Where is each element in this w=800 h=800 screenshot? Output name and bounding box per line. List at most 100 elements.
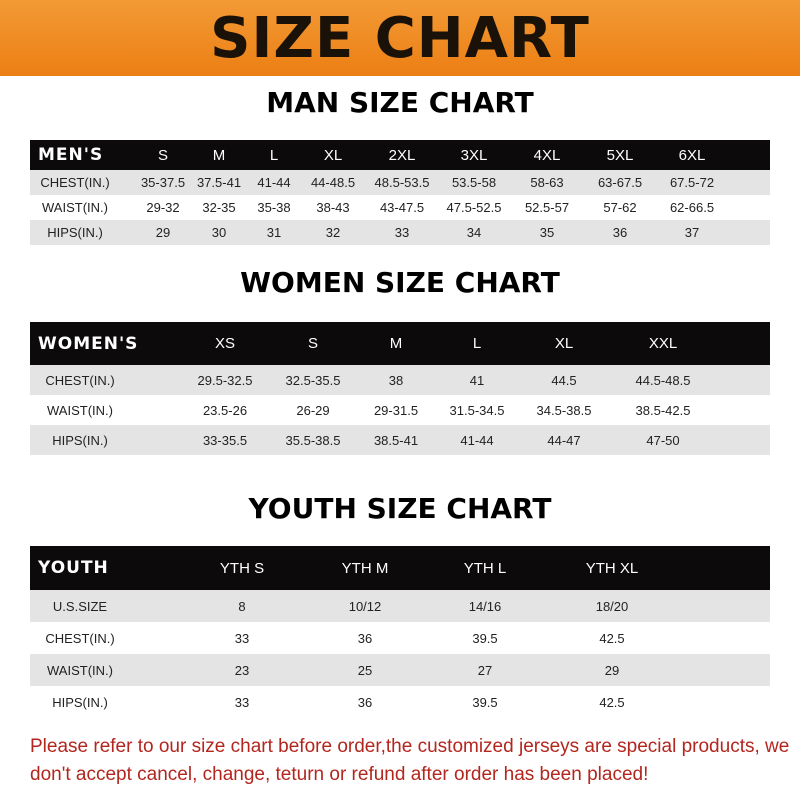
table-cell: 32-35 bbox=[202, 200, 236, 215]
men-section-title: MAN SIZE CHART bbox=[266, 86, 534, 119]
size-header-cell: 6XL bbox=[678, 146, 706, 164]
size-header-cell: XL bbox=[323, 146, 343, 164]
table-cell: 47-50 bbox=[646, 432, 680, 448]
table-cell: 42.5 bbox=[599, 694, 625, 710]
table-cell: 33 bbox=[234, 694, 250, 710]
table-row: WAIST(IN.) 29-32 32-35 35-38 38-43 43-47.5 47.… bbox=[30, 195, 770, 220]
size-header-cell: XL bbox=[554, 335, 574, 352]
table-row: HIPS(IN.) 29 30 31 32 33 34 35 36 37 bbox=[30, 220, 770, 245]
men-size-table: MEN'S S M L XL 2XL 3XL 4XL 5XL 6XL CHEST(IN.) 35-37… bbox=[30, 140, 770, 245]
table-cell: 32.5-35.5 bbox=[285, 372, 341, 388]
table-cell: 25 bbox=[357, 662, 373, 678]
size-header-cell: YTH M bbox=[341, 559, 389, 577]
table-cell: 32 bbox=[325, 225, 341, 240]
table-cell: 63-67.5 bbox=[597, 175, 643, 190]
table-cell: 18/20 bbox=[595, 598, 629, 614]
size-chart-banner: SIZE CHART bbox=[0, 0, 800, 76]
table-cell: 39.5 bbox=[472, 630, 498, 646]
size-header-cell: XXL bbox=[648, 335, 678, 352]
size-header-cell: 3XL bbox=[460, 146, 488, 164]
size-header-cell: YTH XL bbox=[585, 559, 639, 577]
size-header-cell: YTH L bbox=[463, 559, 507, 577]
table-cell: 29 bbox=[155, 225, 171, 240]
table-cell: 35-37.5 bbox=[140, 175, 186, 190]
row-label: CHEST(IN.) bbox=[45, 630, 115, 646]
size-header-cell: L bbox=[472, 335, 482, 352]
table-title-cell: WOMEN'S bbox=[38, 333, 139, 354]
banner-title: SIZE CHART bbox=[210, 5, 590, 71]
table-cell: 35 bbox=[539, 225, 555, 240]
table-cell: 38 bbox=[388, 372, 404, 388]
table-cell: 23 bbox=[234, 662, 250, 678]
table-cell: 44.5 bbox=[551, 372, 577, 388]
size-header-cell: S bbox=[157, 146, 169, 164]
size-header-cell: M bbox=[212, 146, 226, 164]
row-label: WAIST(IN.) bbox=[47, 402, 113, 418]
table-cell: 53.5-58 bbox=[451, 175, 497, 190]
table-cell: 38.5-42.5 bbox=[635, 402, 691, 418]
table-row: CHEST(IN.) 33 36 39.5 42.5 bbox=[30, 622, 770, 654]
table-title-cell: YOUTH bbox=[38, 558, 109, 578]
table-cell: 42.5 bbox=[599, 630, 625, 646]
youth-size-table: YOUTH YTH S YTH M YTH L YTH XL U.S.SIZE 8 10/12… bbox=[30, 546, 770, 718]
table-cell: 33-35.5 bbox=[202, 432, 248, 448]
table-cell: 44.5-48.5 bbox=[635, 372, 691, 388]
table-cell: 29 bbox=[604, 662, 620, 678]
size-header-cell: M bbox=[389, 335, 403, 352]
table-title-cell: MEN'S bbox=[38, 145, 104, 165]
size-header-cell: YTH S bbox=[219, 559, 265, 577]
table-cell: 31 bbox=[266, 225, 282, 240]
table-row: WAIST(IN.) 23.5-26 26-29 29-31.5 31.5-34.5 34… bbox=[30, 395, 770, 425]
table-cell: 36 bbox=[357, 694, 373, 710]
table-cell: 41 bbox=[469, 372, 485, 388]
size-header-cell: S bbox=[307, 335, 319, 352]
table-header-row: YOUTH YTH S YTH M YTH L YTH XL bbox=[30, 546, 770, 590]
table-cell: 36 bbox=[612, 225, 628, 240]
table-cell: 37 bbox=[684, 225, 700, 240]
table-cell: 43-47.5 bbox=[379, 200, 425, 215]
table-row: HIPS(IN.) 33-35.5 35.5-38.5 38.5-41 41-44 44-… bbox=[30, 425, 770, 455]
table-header-row: WOMEN'S XS S M L XL XXL bbox=[30, 322, 770, 365]
table-cell: 27 bbox=[477, 662, 493, 678]
table-row: CHEST(IN.) 29.5-32.5 32.5-35.5 38 41 44.5 44.5… bbox=[30, 365, 770, 395]
table-cell: 29.5-32.5 bbox=[197, 372, 253, 388]
table-row: HIPS(IN.) 33 36 39.5 42.5 bbox=[30, 686, 770, 718]
women-section-title: WOMEN SIZE CHART bbox=[240, 266, 560, 299]
table-cell: 33 bbox=[234, 630, 250, 646]
table-cell: 62-66.5 bbox=[669, 200, 715, 215]
row-label: HIPS(IN.) bbox=[52, 432, 108, 448]
table-cell: 33 bbox=[394, 225, 410, 240]
table-cell: 34 bbox=[466, 225, 482, 240]
table-cell: 29-31.5 bbox=[373, 402, 419, 418]
table-cell: 37.5-41 bbox=[196, 175, 242, 190]
table-cell: 57-62 bbox=[603, 200, 637, 215]
table-row: CHEST(IN.) 35-37.5 37.5-41 41-44 44-48.5 48.5… bbox=[30, 170, 770, 195]
table-cell: 67.5-72 bbox=[669, 175, 715, 190]
table-cell: 44-47 bbox=[547, 432, 581, 448]
size-header-cell: 4XL bbox=[533, 146, 561, 164]
table-row: U.S.SIZE 8 10/12 14/16 18/20 bbox=[30, 590, 770, 622]
table-header-row: MEN'S S M L XL 2XL 3XL 4XL 5XL 6XL bbox=[30, 140, 770, 170]
row-label: CHEST(IN.) bbox=[45, 372, 115, 388]
size-header-cell: 2XL bbox=[388, 146, 416, 164]
row-label: U.S.SIZE bbox=[52, 598, 108, 614]
table-cell: 35.5-38.5 bbox=[285, 432, 341, 448]
table-cell: 34.5-38.5 bbox=[536, 402, 592, 418]
size-header-cell: 5XL bbox=[606, 146, 634, 164]
table-cell: 36 bbox=[357, 630, 373, 646]
table-cell: 41-44 bbox=[460, 432, 494, 448]
table-cell: 35-38 bbox=[257, 200, 291, 215]
table-cell: 38-43 bbox=[316, 200, 350, 215]
row-label: HIPS(IN.) bbox=[52, 694, 108, 710]
table-cell: 14/16 bbox=[468, 598, 502, 614]
size-header-cell: XS bbox=[214, 335, 236, 352]
row-label: CHEST(IN.) bbox=[40, 175, 110, 190]
table-cell: 58-63 bbox=[530, 175, 564, 190]
table-cell: 52.5-57 bbox=[524, 200, 570, 215]
table-cell: 47.5-52.5 bbox=[446, 200, 502, 215]
table-cell: 41-44 bbox=[257, 175, 291, 190]
table-cell: 31.5-34.5 bbox=[449, 402, 505, 418]
table-cell: 23.5-26 bbox=[202, 402, 248, 418]
table-cell: 26-29 bbox=[296, 402, 330, 418]
table-cell: 38.5-41 bbox=[373, 432, 419, 448]
